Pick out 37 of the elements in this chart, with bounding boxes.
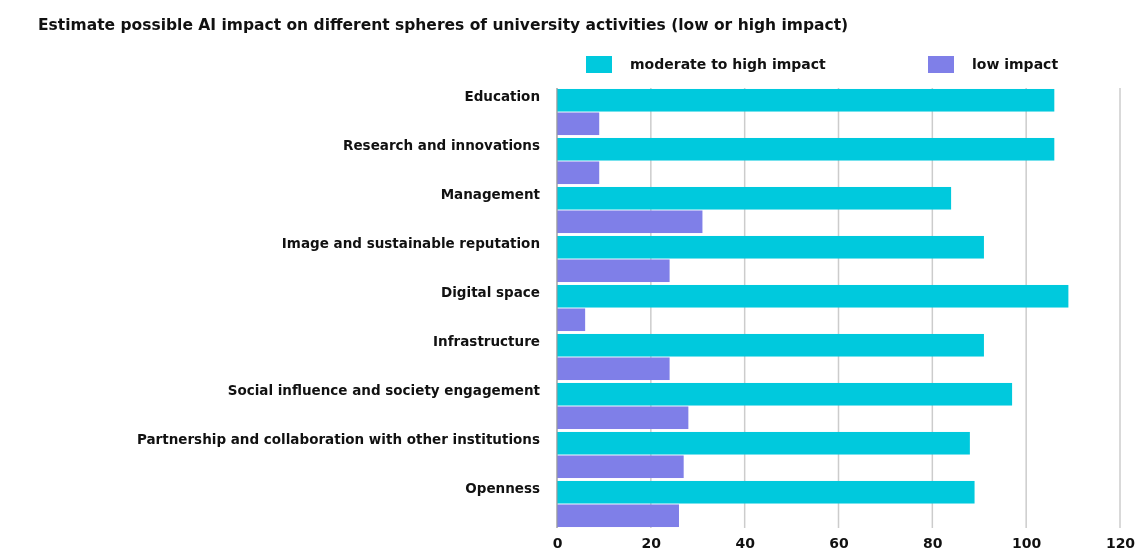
bar <box>557 504 679 528</box>
legend-label: low impact <box>972 56 1059 72</box>
bar <box>557 308 586 332</box>
x-tick-label: 0 <box>552 534 563 551</box>
y-tick-label: Education <box>464 87 540 104</box>
y-tick-label: Image and sustainable reputation <box>281 234 540 251</box>
x-tick-label: 80 <box>923 534 943 551</box>
bar <box>557 210 703 234</box>
chart-title: Estimate possible AI impact on different spheres of university activities (low or high impact) <box>38 16 849 34</box>
x-tick-label: 100 <box>1012 534 1042 551</box>
x-tick-label: 120 <box>1105 534 1136 551</box>
x-tick-label: 20 <box>641 534 662 551</box>
bar <box>557 480 975 504</box>
y-tick-label: Partnership and collaboration with other institutions <box>136 430 540 447</box>
y-tick-label: Research and innovations <box>343 136 540 153</box>
bar <box>557 112 600 136</box>
y-tick-label: Openness <box>465 479 540 496</box>
bar <box>557 357 670 381</box>
bar <box>557 259 670 283</box>
y-tick-label: Social influence and society engagement <box>227 381 541 398</box>
y-tick-label: Infrastructure <box>433 332 540 349</box>
legend-label: moderate to high impact <box>630 56 827 72</box>
bar <box>557 137 1055 161</box>
bar <box>557 284 1069 308</box>
bar <box>557 382 1013 406</box>
bar <box>557 88 1055 112</box>
y-tick-label: Management <box>440 185 541 202</box>
bar <box>557 431 970 455</box>
x-tick-label: 60 <box>829 534 849 551</box>
bar <box>557 455 684 479</box>
bar <box>557 333 984 357</box>
bar <box>557 406 689 430</box>
y-tick-label: Digital space <box>441 283 540 300</box>
x-tick-label: 40 <box>735 534 756 551</box>
bar <box>557 235 984 259</box>
bar <box>557 161 600 185</box>
bar <box>557 186 952 210</box>
